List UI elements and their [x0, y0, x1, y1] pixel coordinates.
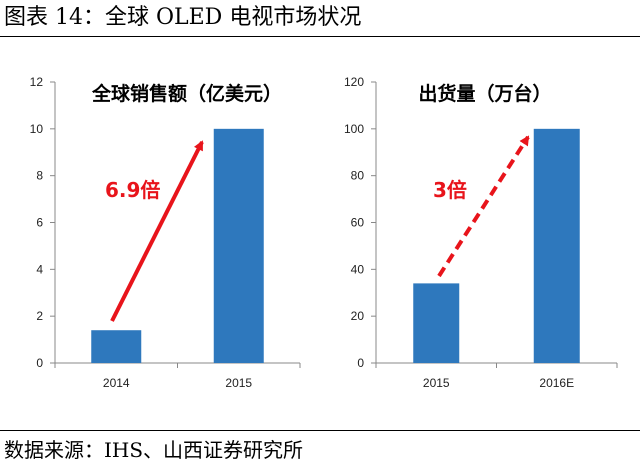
sales-chart: 全球销售额（亿美元） 0 2 4 6 8 10 12 2014 2015 6.9倍	[30, 75, 301, 390]
top-rule	[0, 36, 640, 37]
shipments-chart: 出货量（万台） 0 20 40 60 80 100 120 2015 2016E 3倍	[344, 75, 618, 390]
bar	[413, 283, 460, 363]
y-tick-label: 20	[351, 309, 365, 323]
y-tick-label: 0	[36, 356, 43, 370]
x-tick-label: 2015	[423, 376, 450, 390]
figure-title: 图表 14：全球 OLED 电视市场状况	[4, 5, 362, 30]
growth-annotation: 6.9倍	[105, 178, 160, 202]
growth-arrow	[437, 135, 530, 278]
y-tick-label: 6	[36, 216, 43, 230]
y-tick-label: 0	[357, 356, 364, 370]
y-tick-label: 120	[344, 75, 364, 89]
y-tick-label: 40	[351, 262, 365, 276]
bottom-rule	[0, 430, 640, 431]
bar	[213, 128, 264, 363]
y-tick-label: 2	[36, 309, 43, 323]
y-tick-label: 100	[344, 122, 364, 136]
x-tick-label: 2016E	[539, 376, 574, 390]
bar	[533, 128, 580, 363]
chart-title: 全球销售额（亿美元）	[91, 82, 282, 105]
chart-title: 出货量（万台）	[418, 82, 551, 105]
bar	[91, 330, 142, 363]
x-tick-label: 2015	[225, 376, 252, 390]
growth-arrow	[110, 140, 204, 322]
y-tick-label: 4	[36, 262, 43, 276]
y-tick-label: 10	[30, 122, 44, 136]
y-tick-label: 60	[351, 216, 365, 230]
growth-annotation: 3倍	[433, 178, 467, 202]
figure-source: 数据来源：IHS、山西证券研究所	[4, 438, 304, 462]
x-tick-label: 2014	[103, 376, 130, 390]
y-tick-label: 12	[30, 75, 44, 89]
y-tick-label: 8	[36, 169, 43, 183]
y-tick-label: 80	[351, 169, 365, 183]
